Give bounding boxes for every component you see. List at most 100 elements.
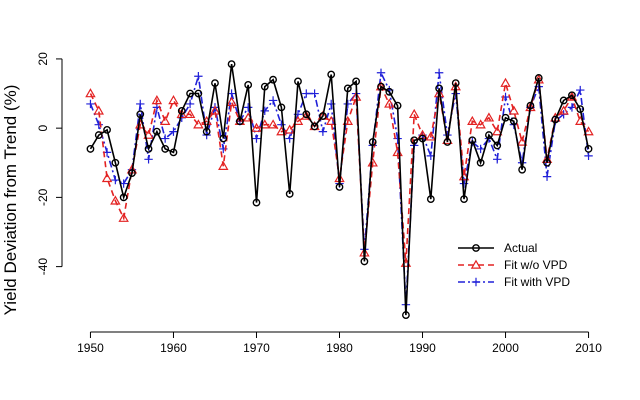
- data-point: [243, 103, 253, 112]
- data-point: [576, 105, 585, 114]
- data-point: [467, 115, 478, 125]
- legend-entry: Fit w/o VPD: [458, 258, 568, 272]
- data-point: [194, 72, 203, 81]
- y-axis: -40 -20 0 20: [36, 52, 63, 275]
- series-actual: [86, 60, 593, 319]
- data-point: [493, 141, 502, 150]
- data-point: [583, 126, 594, 136]
- y-tick-label: 0: [36, 124, 50, 131]
- data-point: [209, 105, 221, 115]
- data-point: [219, 134, 228, 143]
- data-point: [418, 134, 427, 143]
- data-point: [352, 77, 361, 86]
- y-tick-label: 20: [36, 52, 50, 66]
- data-point: [94, 131, 103, 139]
- legend-label: Fit with VPD: [504, 275, 570, 289]
- data-point: [318, 127, 328, 136]
- data-point: [443, 138, 452, 146]
- data-point: [551, 115, 560, 124]
- data-point: [136, 99, 145, 109]
- data-point: [285, 134, 294, 143]
- series-layer: [85, 60, 594, 319]
- data-point: [202, 127, 211, 136]
- data-point: [368, 138, 377, 146]
- data-point: [267, 119, 279, 129]
- data-point: [252, 134, 261, 143]
- data-point: [350, 91, 362, 101]
- data-point: [476, 144, 485, 154]
- data-point: [384, 98, 395, 108]
- data-point: [86, 99, 95, 109]
- data-point: [184, 108, 196, 119]
- data-point: [460, 195, 468, 204]
- data-point: [310, 122, 319, 131]
- legend-marker: [471, 277, 481, 287]
- data-point: [335, 183, 344, 191]
- y-tick-label: -20: [36, 188, 50, 206]
- data-point: [509, 117, 518, 126]
- data-point: [310, 89, 319, 98]
- data-point: [584, 145, 593, 153]
- data-point: [468, 136, 477, 145]
- data-point: [534, 74, 543, 82]
- data-point: [343, 84, 352, 93]
- data-point: [269, 75, 277, 84]
- data-point: [118, 212, 129, 222]
- data-point: [294, 77, 302, 86]
- data-point: [558, 105, 569, 115]
- data-point: [518, 165, 527, 174]
- y-axis-title: Yield Deviation from Trend (%): [1, 85, 20, 316]
- data-point: [136, 110, 145, 119]
- data-point: [111, 175, 120, 185]
- data-point: [151, 95, 163, 105]
- data-point: [543, 158, 551, 167]
- data-point: [110, 195, 121, 205]
- data-point: [160, 134, 170, 143]
- data-point: [451, 79, 460, 88]
- data-point: [211, 79, 219, 88]
- data-point: [268, 96, 278, 105]
- data-point: [483, 112, 495, 122]
- data-point: [260, 106, 269, 116]
- data-point: [576, 85, 585, 95]
- data-point: [194, 89, 203, 98]
- data-point: [161, 145, 170, 153]
- legend-marker: [472, 244, 480, 252]
- data-point: [408, 108, 420, 119]
- data-point: [284, 124, 295, 134]
- data-point: [85, 88, 96, 98]
- x-tick-label: 1970: [243, 341, 270, 355]
- data-point: [285, 190, 294, 198]
- data-point: [327, 70, 336, 79]
- data-point: [516, 136, 528, 146]
- data-point: [226, 96, 237, 106]
- data-point: [302, 89, 311, 98]
- data-point: [103, 125, 111, 134]
- legend-label: Fit w/o VPD: [504, 258, 568, 272]
- x-tick-label: 2010: [575, 341, 602, 355]
- data-point: [144, 145, 153, 153]
- data-point: [526, 101, 535, 110]
- data-point: [185, 99, 195, 109]
- data-point: [410, 136, 419, 145]
- x-tick-label: 1980: [326, 341, 353, 355]
- data-point: [434, 68, 444, 77]
- data-point: [491, 126, 503, 136]
- data-point: [93, 105, 104, 115]
- data-point: [500, 77, 511, 87]
- data-point: [168, 95, 179, 105]
- data-point: [302, 110, 311, 119]
- x-tick-label: 2000: [492, 341, 519, 355]
- data-point: [393, 101, 402, 110]
- data-point: [402, 311, 410, 319]
- legend-entry: Actual: [458, 241, 537, 255]
- legend-entry: Fit with VPD: [458, 275, 570, 289]
- data-point: [159, 115, 171, 125]
- data-point: [101, 172, 113, 183]
- legend-label: Actual: [504, 241, 537, 255]
- data-point: [385, 87, 394, 96]
- data-point: [377, 82, 385, 91]
- data-point: [193, 119, 204, 129]
- data-point: [169, 148, 178, 157]
